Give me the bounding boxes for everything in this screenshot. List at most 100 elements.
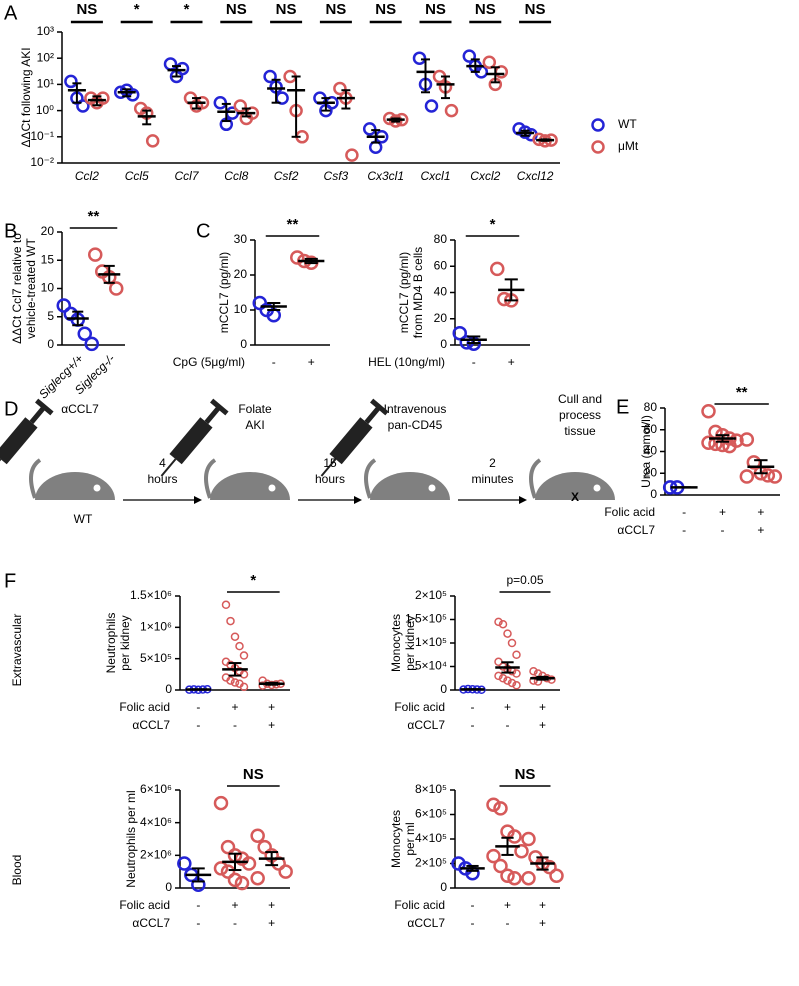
y-tick-label: 2×10⁵ bbox=[415, 856, 447, 870]
arrow-label: hours bbox=[315, 472, 345, 486]
data-point bbox=[64, 74, 78, 89]
significance-label: NS bbox=[425, 1, 446, 18]
y-tick-label: 6×10⁶ bbox=[140, 782, 172, 796]
data-point bbox=[213, 861, 229, 876]
arrow-head bbox=[194, 496, 202, 504]
data-point bbox=[486, 848, 501, 864]
y-tick-label: 2×10⁶ bbox=[140, 848, 172, 862]
data-point bbox=[388, 114, 403, 128]
data-point bbox=[512, 681, 521, 690]
data-point bbox=[226, 676, 235, 685]
y-tick-label: 0 bbox=[165, 880, 172, 894]
significance-label: * bbox=[490, 216, 496, 233]
y-tick-label: 10⁰ bbox=[36, 103, 54, 117]
data-point bbox=[512, 650, 521, 659]
arrow-label: 4 bbox=[159, 456, 166, 470]
condition-mark: - bbox=[196, 916, 200, 930]
condition-mark: - bbox=[272, 355, 276, 369]
y-tick-label: 10 bbox=[234, 302, 248, 316]
data-point bbox=[500, 868, 515, 883]
row-label: Blood bbox=[10, 855, 24, 886]
y-tick-label: 0 bbox=[440, 880, 447, 894]
significance-label: NS bbox=[475, 1, 496, 18]
mouse bbox=[370, 472, 450, 500]
y-axis-label: Neutrophils per ml bbox=[124, 790, 138, 887]
data-point bbox=[452, 325, 467, 341]
significance-label: p=0.05 bbox=[506, 573, 543, 587]
y-axis-label: Neutrophils bbox=[104, 613, 118, 674]
syringe-part bbox=[210, 398, 229, 416]
y-tick-label: 1×10⁵ bbox=[415, 635, 447, 649]
data-point bbox=[257, 839, 272, 855]
significance-label: NS bbox=[515, 766, 536, 783]
data-point bbox=[213, 95, 228, 110]
data-point bbox=[498, 619, 508, 629]
legend-marker bbox=[591, 140, 605, 154]
syringe-part bbox=[320, 458, 337, 477]
condition-label: Folic acid bbox=[119, 898, 170, 912]
y-tick-label: 4×10⁵ bbox=[415, 831, 447, 845]
x-tick-label: Cxcl2 bbox=[470, 169, 500, 183]
panel-label: C bbox=[196, 220, 210, 242]
y-tick-label: 0 bbox=[165, 682, 172, 696]
step-label: Intravenous bbox=[384, 402, 447, 416]
y-tick-label: 1×10⁶ bbox=[140, 620, 172, 634]
step-label: process bbox=[559, 408, 601, 422]
panel-label: F bbox=[4, 570, 16, 592]
condition-mark: + bbox=[539, 700, 546, 714]
data-point bbox=[263, 69, 277, 84]
y-tick-label: 60 bbox=[434, 258, 448, 272]
arrow-head bbox=[519, 496, 527, 504]
y-tick-label: 5×10⁵ bbox=[140, 651, 172, 665]
condition-mark: + bbox=[231, 898, 238, 912]
data-point bbox=[278, 864, 293, 879]
y-tick-label: 1.5×10⁵ bbox=[405, 612, 447, 626]
y-tick-label: 1.5×10⁶ bbox=[130, 588, 172, 602]
mouse bbox=[535, 472, 615, 500]
data-point bbox=[221, 600, 231, 610]
step-label: tissue bbox=[564, 424, 596, 438]
y-tick-label: 10³ bbox=[37, 24, 54, 38]
step-sublabel: WT bbox=[74, 512, 93, 526]
data-point bbox=[490, 261, 505, 277]
data-point bbox=[739, 469, 755, 484]
panel-label: A bbox=[4, 2, 18, 24]
legend-label: μMt bbox=[618, 139, 639, 153]
condition-mark: - bbox=[721, 523, 725, 537]
data-point bbox=[76, 99, 90, 113]
syringe-part bbox=[0, 458, 2, 477]
condition-mark: - bbox=[196, 898, 200, 912]
data-point bbox=[77, 326, 92, 341]
significance-label: NS bbox=[325, 1, 346, 18]
condition-label: αCCL7 bbox=[132, 718, 170, 732]
step-label: Cull and bbox=[558, 392, 602, 406]
data-point bbox=[362, 122, 377, 136]
significance-label: NS bbox=[243, 766, 264, 783]
y-tick-label: 4×10⁶ bbox=[140, 815, 172, 829]
data-point bbox=[521, 831, 536, 847]
y-tick-label: 0 bbox=[650, 487, 657, 501]
syringe-part bbox=[204, 405, 222, 424]
y-tick-label: 5 bbox=[47, 309, 54, 323]
mouse-eye bbox=[268, 484, 276, 492]
condition-mark: + bbox=[719, 505, 726, 519]
data-point bbox=[494, 617, 503, 627]
data-point bbox=[701, 404, 716, 419]
condition-label: CpG (5μg/ml) bbox=[173, 355, 245, 369]
mouse-eye bbox=[93, 484, 101, 492]
condition-label: αCCL7 bbox=[617, 523, 655, 537]
mouse-tail bbox=[204, 458, 217, 499]
data-point bbox=[722, 438, 737, 454]
data-point bbox=[494, 671, 503, 681]
condition-label: Folic acid bbox=[394, 898, 445, 912]
data-point bbox=[549, 868, 564, 883]
panel-label: B bbox=[4, 220, 17, 242]
condition-label: Folic acid bbox=[394, 700, 445, 714]
data-point bbox=[507, 638, 517, 648]
condition-mark: + bbox=[268, 916, 275, 930]
data-point bbox=[220, 839, 236, 855]
legend-label: WT bbox=[618, 117, 637, 131]
data-point bbox=[175, 61, 190, 76]
y-tick-label: 8×10⁵ bbox=[415, 782, 447, 796]
data-point bbox=[84, 336, 99, 352]
